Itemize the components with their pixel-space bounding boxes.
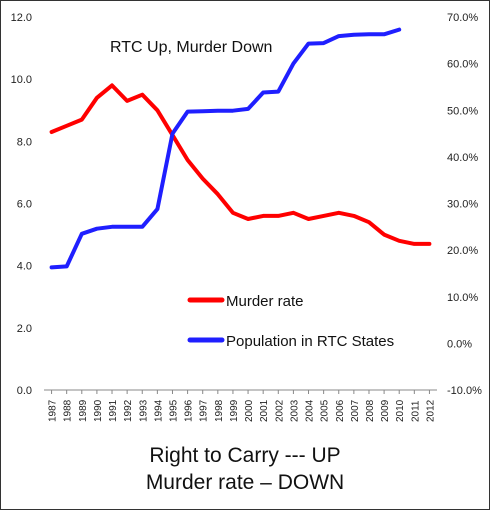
left-y-tick-label: 0.0 (17, 385, 32, 397)
x-tick-label: 2010 (395, 399, 406, 422)
x-tick-label: 2003 (289, 399, 300, 422)
x-tick-label: 1992 (123, 399, 134, 422)
x-tick-label: 2000 (244, 399, 255, 422)
x-tick-label: 1987 (48, 399, 59, 422)
x-tick-label: 2006 (335, 399, 346, 422)
x-tick-label: 1990 (93, 399, 104, 422)
line-chart: 0.0 2.0 4.0 6.0 8.0 10.0 12.0 -10.0% 0.0% 10.0% 20… (11, 12, 482, 422)
x-tick-label: 1989 (78, 399, 89, 422)
legend-label: Murder rate (226, 293, 304, 310)
right-y-tick-label: 20.0% (447, 245, 478, 257)
right-y-tick-label: 0.0% (447, 338, 472, 350)
left-y-tick-label: 4.0 (17, 261, 32, 273)
x-tick-label: 1995 (168, 399, 179, 422)
x-tick-label: 2001 (259, 399, 270, 422)
x-tick-label: 2011 (410, 400, 421, 422)
caption-line-1: Right to Carry --- UP (149, 444, 341, 467)
x-tick-label: 1999 (229, 399, 240, 422)
chart-annotation: RTC Up, Murder Down (110, 39, 272, 56)
right-y-tick-label: 50.0% (447, 105, 478, 117)
x-tick-label: 1988 (63, 399, 74, 422)
x-tick-label: 2005 (320, 399, 331, 422)
right-y-tick-label: 10.0% (447, 292, 478, 304)
left-y-tick-label: 6.0 (17, 199, 32, 211)
right-y-tick-label: 40.0% (447, 152, 478, 164)
x-tick-label: 2007 (350, 399, 361, 422)
legend-label: Population in RTC States (226, 333, 394, 350)
x-tick-label: 1998 (214, 399, 225, 422)
right-y-tick-label: 60.0% (447, 59, 478, 71)
x-tick-label: 2012 (425, 399, 436, 422)
x-tick-label: 2008 (365, 399, 376, 422)
caption-line-2: Murder rate – DOWN (145, 471, 345, 494)
right-y-tick-label: 70.0% (447, 12, 478, 24)
murder-rate-series-line (49, 83, 432, 246)
x-tick-label: 1996 (184, 399, 195, 422)
x-tick-label: 2004 (305, 399, 316, 422)
left-y-tick-label: 12.0 (11, 12, 32, 24)
right-y-tick-label: -10.0% (447, 385, 482, 397)
right-y-tick-label: 30.0% (447, 199, 478, 211)
left-y-tick-label: 2.0 (17, 323, 32, 335)
left-y-tick-label: 8.0 (17, 136, 32, 148)
population-in-rtc-states-series-line (49, 27, 402, 270)
x-tick-label: 2009 (380, 399, 391, 422)
x-tick-label: 1993 (138, 399, 149, 422)
x-tick-label: 1994 (153, 399, 164, 422)
x-tick-label: 2002 (274, 399, 285, 422)
x-tick-label: 1997 (199, 399, 210, 422)
x-tick-label: 1991 (108, 399, 119, 422)
left-y-tick-label: 10.0 (11, 74, 32, 86)
